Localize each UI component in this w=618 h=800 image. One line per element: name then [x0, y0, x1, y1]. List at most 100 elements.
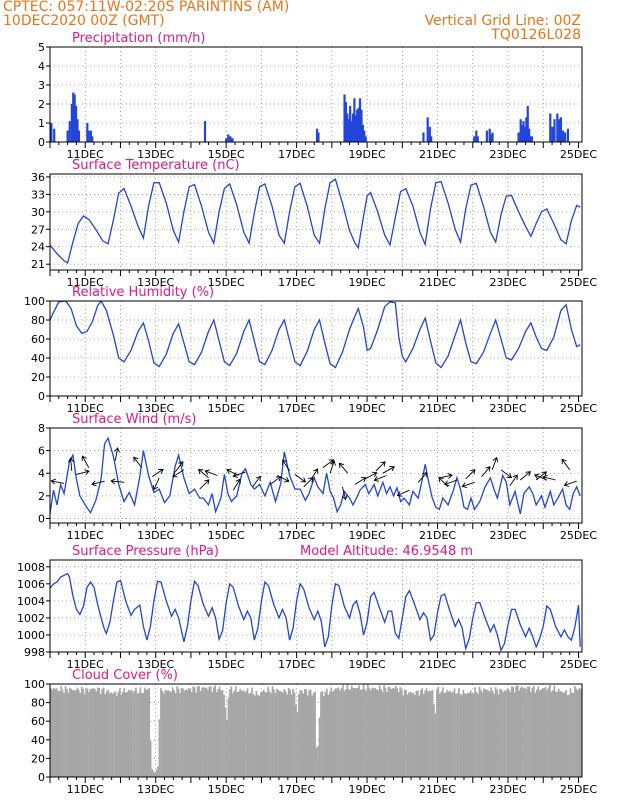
y-tick-label: 36	[31, 171, 45, 184]
y-tick-label: 20	[31, 371, 45, 384]
cloud-bar	[412, 693, 415, 777]
precip-bar	[364, 136, 367, 142]
cloud-bar	[114, 691, 117, 777]
cloud-bar	[534, 692, 537, 777]
station-label: CPTEC: 057:11W-02:20S PARINTINS (AM)	[3, 0, 290, 15]
cloud-bar	[132, 692, 134, 777]
cloud-bar	[510, 686, 513, 777]
cloud-bar	[202, 686, 205, 777]
cloud-bar	[550, 691, 553, 777]
cloud-bar	[145, 689, 148, 777]
cloud-bar	[403, 689, 406, 777]
y-tick-label: 5	[38, 41, 45, 54]
cloud-bar	[377, 690, 380, 777]
precip-bar	[360, 109, 363, 142]
cloud-bar	[306, 695, 309, 777]
y-tick-label: 1004	[17, 595, 45, 608]
cloud-bar	[494, 687, 497, 777]
cloud-bar	[474, 687, 476, 777]
cloud-bar	[248, 693, 250, 777]
cloud-bar	[541, 688, 544, 777]
cloud-bar	[370, 690, 372, 777]
x-tick-label: 25DEC	[560, 148, 597, 161]
cloud-bar	[386, 691, 388, 777]
wind-vector	[226, 468, 239, 476]
x-tick-label: 17DEC	[278, 276, 315, 289]
cloud-bar	[104, 694, 106, 777]
cloud-bar	[242, 690, 244, 777]
cloud-bar	[469, 690, 472, 777]
cloud-bar	[450, 692, 453, 777]
precip-bar	[227, 134, 230, 142]
cloud-bar	[148, 688, 151, 777]
cloud-bar	[259, 692, 262, 777]
panel-1: 0 1 2 3 4 5 11DEC 13DEC 15DEC 17DEC 19DEC 21DEC 23DE…	[38, 31, 597, 161]
cloud-bar	[446, 690, 449, 777]
precip-bar	[559, 117, 562, 142]
precip-bar	[473, 136, 476, 142]
cloud-bar	[456, 693, 459, 777]
cloud-bar	[490, 687, 493, 777]
y-tick-label: 0	[38, 771, 45, 784]
x-tick-label: 15DEC	[208, 148, 245, 161]
cloud-bar	[339, 690, 341, 777]
cloud-bar	[375, 689, 378, 777]
cloud-bar	[139, 687, 142, 777]
cloud-bar	[199, 690, 202, 777]
x-tick-label: 25DEC	[560, 402, 597, 415]
cloud-bar	[331, 691, 334, 777]
precip-bar	[347, 119, 350, 142]
cloud-bar	[286, 694, 289, 777]
plot-area	[50, 178, 581, 265]
wind-vector	[542, 474, 556, 481]
cloud-bar	[430, 690, 432, 777]
cloud-bar	[256, 694, 259, 777]
precip-bar	[521, 124, 524, 142]
cloud-bar	[308, 690, 311, 777]
cloud-bar	[419, 690, 422, 777]
panel-title: Surface Wind (m/s)	[72, 412, 196, 427]
cloud-bar	[70, 688, 73, 777]
cloud-bar	[215, 692, 218, 777]
x-tick-label: 15DEC	[208, 276, 245, 289]
x-tick-label: 11DEC	[67, 402, 104, 415]
cloud-bar	[171, 687, 174, 777]
wind-vector	[322, 459, 335, 468]
cloud-bar	[82, 688, 84, 777]
cloud-bar	[394, 685, 397, 777]
cloud-bar	[572, 692, 575, 777]
cloud-bar	[477, 693, 479, 777]
cloud-bar	[170, 691, 173, 777]
cloud-bar	[324, 691, 327, 777]
cloud-bar	[393, 688, 396, 777]
cloud-bar	[488, 691, 491, 777]
cloud-bar	[154, 772, 156, 777]
cloud-bar	[440, 691, 443, 777]
y-tick-label: 2	[38, 490, 45, 503]
cloud-bar	[240, 690, 243, 777]
cloud-bar	[190, 692, 193, 777]
cloud-bar	[183, 690, 186, 777]
cloud-bar	[85, 688, 87, 777]
cloud-bar	[176, 686, 178, 777]
cloud-bar	[117, 691, 120, 777]
cloud-bar	[186, 690, 189, 777]
x-tick-label: 17DEC	[278, 783, 315, 796]
cloud-bar	[127, 689, 130, 777]
cloud-bar	[309, 689, 312, 777]
wind-vector	[81, 455, 90, 468]
cloud-bar	[224, 707, 227, 777]
x-tick-label: 19DEC	[349, 783, 386, 796]
y-tick-label: 1002	[17, 612, 45, 625]
cloud-bar	[303, 688, 306, 777]
y-tick-label: 80	[31, 697, 45, 710]
x-tick-label: 15DEC	[208, 529, 245, 542]
plot-frame	[49, 427, 583, 524]
cloud-bar	[439, 693, 441, 777]
cloud-bar	[481, 692, 484, 777]
x-tick-label: 25DEC	[560, 658, 597, 671]
cloud-bar	[336, 688, 338, 777]
precip-bar	[317, 132, 320, 142]
cloud-bar	[368, 688, 371, 777]
cloud-bar	[54, 688, 57, 777]
